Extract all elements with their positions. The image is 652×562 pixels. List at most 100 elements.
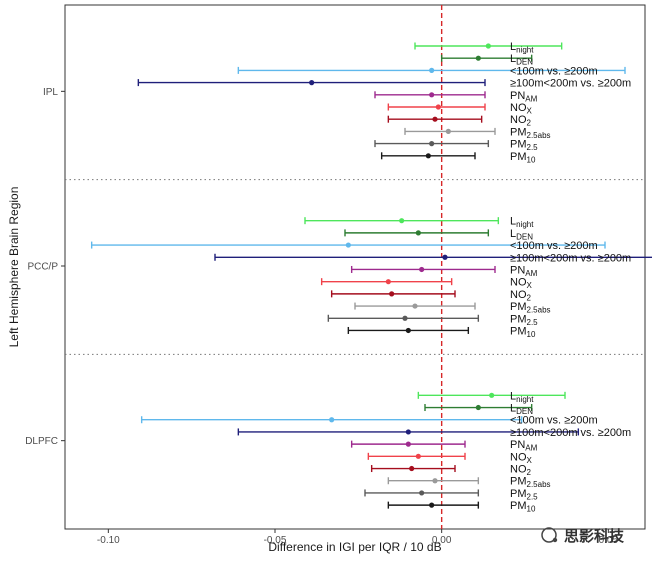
estimate-LDEN (424, 404, 533, 412)
point-estimate (429, 502, 435, 508)
estimate-lt100 (237, 66, 626, 74)
series-label: PM2.5 (510, 488, 538, 502)
estimate-lt100 (140, 416, 523, 424)
estimate-PM25abs (354, 302, 476, 310)
estimate-PNAM (350, 440, 466, 448)
point-estimate (415, 230, 421, 236)
point-estimate (429, 92, 435, 98)
point-estimate (405, 327, 411, 334)
x-tick-label: 0.00 (432, 535, 452, 546)
series-label: NOX (510, 102, 533, 116)
x-tick-label: 0.05 (599, 535, 619, 546)
series-label: PNAM (510, 439, 538, 453)
point-estimate (429, 67, 435, 73)
point-estimate (475, 404, 481, 411)
estimate-NOX (387, 103, 486, 111)
series-label: PM2.5 (510, 139, 538, 153)
estimate-NO2 (370, 465, 456, 473)
series-label: PM10 (510, 151, 536, 165)
estimate-mid (137, 79, 486, 87)
point-estimate (425, 153, 431, 159)
plot-panel (64, 4, 646, 530)
series-label: Lnight (510, 390, 534, 404)
point-estimate (405, 441, 411, 447)
watermark: 思影科技 (541, 527, 625, 545)
series-label: <100m vs. ≥200m (510, 65, 598, 77)
series-label: Lnight (510, 41, 534, 55)
point-estimate (442, 254, 448, 260)
estimate-mid (214, 253, 652, 261)
estimate-PM25 (327, 314, 480, 322)
series-label: PM2.5 (510, 313, 538, 327)
point-estimate (489, 392, 495, 398)
point-estimate (345, 242, 351, 248)
watermark-logo-icon (541, 527, 557, 543)
watermark-text: 思影科技 (564, 527, 625, 545)
estimate-LDEN (440, 54, 533, 62)
point-estimate (419, 266, 425, 273)
series-label: PM2.5abs (510, 301, 551, 315)
estimate-mid (237, 428, 580, 436)
estimate-NO2 (330, 290, 456, 298)
estimate-PM25 (374, 140, 490, 148)
estimate-PM10 (380, 152, 476, 160)
series-label: LDEN (510, 53, 533, 66)
estimate-lt100 (90, 241, 606, 249)
x-tick-label: -0.05 (264, 535, 287, 546)
series-label: PM2.5abs (510, 476, 551, 490)
series-label: NO2 (510, 114, 532, 128)
point-estimate (412, 303, 418, 309)
point-estimate (385, 279, 391, 285)
y-tick-label: DLPFC (25, 436, 58, 447)
point-estimate (329, 417, 335, 423)
y-axis-ticks: IPL PCC/P DLPFC (25, 87, 65, 447)
series-label: ≥100m<200m vs. ≥200m (510, 427, 631, 439)
series-label: PM10 (510, 325, 536, 339)
estimate-LDEN (344, 229, 490, 237)
series-label: PM2.5abs (510, 126, 551, 140)
watermark-logo-dot (552, 537, 558, 543)
series-label: <100m vs. ≥200m (510, 415, 598, 427)
estimate-PM10 (347, 326, 470, 334)
estimate-NOX (320, 278, 453, 286)
estimate-Lnight (417, 391, 566, 399)
series-label: ≥100m<200m vs. ≥200m (510, 78, 631, 90)
series-label: PNAM (510, 90, 538, 104)
estimate-PNAM (374, 91, 486, 99)
y-tick-label: PCC/P (27, 262, 58, 273)
point-estimate (475, 55, 481, 61)
point-estimate (405, 429, 411, 435)
estimate-Lnight (414, 42, 563, 50)
x-tick-label: -0.10 (97, 535, 120, 546)
y-axis-title: Left Hemisphere Brain Region (7, 187, 21, 348)
series-label: <100m vs. ≥200m (510, 240, 598, 252)
point-estimate (419, 490, 425, 496)
point-estimate (485, 43, 491, 49)
point-estimate (389, 291, 395, 297)
point-estimate (409, 465, 415, 472)
estimate-PM10 (387, 501, 480, 509)
series-label: ≥100m<200m vs. ≥200m (510, 252, 631, 264)
estimate-PM25abs (387, 477, 480, 485)
point-estimate (399, 218, 405, 224)
point-estimate (309, 80, 315, 86)
x-axis-ticks: -0.10 -0.05 0.00 0.05 (97, 529, 619, 546)
estimate-marks (90, 42, 652, 509)
series-label: PM10 (510, 500, 536, 513)
series-label: NOX (510, 277, 533, 291)
series-label: LDEN (510, 228, 533, 242)
point-estimate (415, 453, 421, 459)
point-estimate (435, 104, 441, 110)
x-axis-title: Difference in IGI per IQR / 10 dB (268, 540, 441, 554)
point-estimate (429, 141, 435, 147)
point-estimate (432, 116, 438, 122)
series-label: PNAM (510, 264, 538, 278)
series-label: LDEN (510, 403, 533, 417)
estimate-PNAM (350, 265, 496, 273)
series-label: NO2 (510, 464, 532, 478)
point-estimate (402, 315, 408, 321)
series-label: NOX (510, 451, 533, 465)
point-estimate (445, 128, 451, 134)
